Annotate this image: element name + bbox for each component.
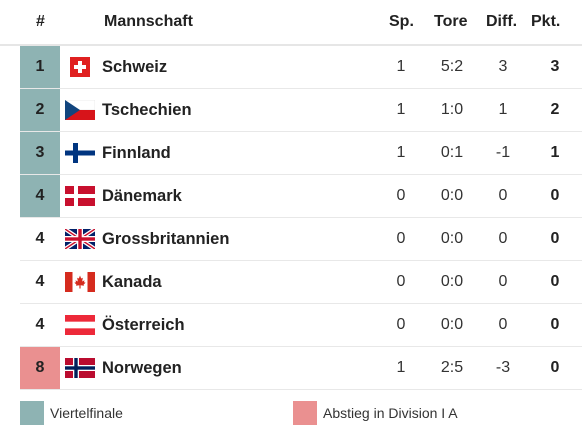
difference-cell: 0 — [498, 230, 508, 247]
goals-cell: 0:0 — [440, 273, 464, 290]
points-cell: 0 — [550, 273, 560, 290]
legend-relegation-label: Abstieg in Division I A — [323, 405, 458, 421]
difference-cell: 0 — [498, 187, 508, 204]
team-name: Grossbritannien — [102, 230, 230, 248]
games-cell: 0 — [396, 187, 406, 204]
games-cell: 0 — [396, 316, 406, 333]
czech-flag-icon — [65, 100, 95, 120]
points-cell: 0 — [550, 187, 560, 204]
games-cell: 1 — [396, 144, 406, 161]
games-cell: 1 — [396, 359, 406, 376]
points-cell: 0 — [550, 230, 560, 247]
games-cell: 0 — [396, 273, 406, 290]
denmark-flag-icon — [65, 186, 95, 206]
team-name: Finnland — [102, 144, 171, 162]
great-britain-flag-icon — [65, 229, 95, 249]
games-cell: 1 — [396, 58, 406, 75]
team-name: Norwegen — [102, 359, 182, 377]
header-team: Mannschaft — [104, 13, 193, 30]
table-row: 4 Dänemark 0 0:0 0 0 — [20, 175, 582, 218]
legend-relegation-swatch — [293, 401, 317, 425]
legend-qualified-label: Viertelfinale — [50, 405, 123, 421]
team-name: Dänemark — [102, 187, 182, 205]
header-games: Sp. — [389, 13, 414, 30]
rank-cell: 1 — [20, 46, 60, 88]
goals-cell: 1:0 — [440, 101, 464, 118]
team-name: Kanada — [102, 273, 162, 291]
rank-cell: 4 — [35, 230, 45, 247]
table-row: 4 Kanada 0 0:0 0 0 — [20, 261, 582, 304]
rank-cell: 3 — [20, 132, 60, 174]
header-points: Pkt. — [531, 13, 561, 30]
difference-cell: 0 — [498, 273, 508, 290]
team-name: Tschechien — [102, 101, 192, 119]
legend: Viertelfinale Abstieg in Division I A — [20, 401, 580, 427]
table-row: 3 Finnland 1 0:1 -1 1 — [20, 132, 582, 175]
austria-flag-icon — [65, 315, 95, 335]
goals-cell: 0:0 — [440, 316, 464, 333]
standings-table: 1 Schweiz 1 5:2 3 3 2 Tschechien 1 1:0 1… — [20, 46, 582, 390]
games-cell: 0 — [396, 230, 406, 247]
goals-cell: 2:5 — [440, 359, 464, 376]
points-cell: 0 — [550, 316, 560, 333]
table-row: 8 Norwegen 1 2:5 -3 0 — [20, 347, 582, 390]
difference-cell: 1 — [498, 101, 508, 118]
difference-cell: -1 — [495, 144, 511, 161]
points-cell: 3 — [550, 58, 560, 75]
finland-flag-icon — [65, 143, 95, 163]
rank-cell: 2 — [20, 89, 60, 131]
points-cell: 1 — [550, 144, 560, 161]
difference-cell: -3 — [495, 359, 511, 376]
difference-cell: 0 — [498, 316, 508, 333]
rank-cell: 4 — [20, 175, 60, 217]
points-cell: 0 — [550, 359, 560, 376]
table-row: 2 Tschechien 1 1:0 1 2 — [20, 89, 582, 132]
goals-cell: 0:0 — [440, 230, 464, 247]
rank-cell: 4 — [35, 273, 45, 290]
table-header: # Mannschaft Sp. Tore Diff. Pkt. — [0, 0, 582, 46]
table-row: 4 Grossbritannien 0 0:0 0 0 — [20, 218, 582, 261]
table-row: 1 Schweiz 1 5:2 3 3 — [20, 46, 582, 89]
table-row: 4 Österreich 0 0:0 0 0 — [20, 304, 582, 347]
goals-cell: 5:2 — [440, 58, 464, 75]
games-cell: 1 — [396, 101, 406, 118]
canada-flag-icon — [65, 272, 95, 292]
norway-flag-icon — [65, 358, 95, 378]
header-goals: Tore — [434, 13, 468, 30]
legend-qualified-swatch — [20, 401, 44, 425]
team-name: Österreich — [102, 316, 185, 334]
goals-cell: 0:1 — [440, 144, 464, 161]
rank-cell: 8 — [20, 347, 60, 389]
difference-cell: 3 — [498, 58, 508, 75]
rank-cell: 4 — [35, 316, 45, 333]
header-difference: Diff. — [486, 13, 518, 30]
points-cell: 2 — [550, 101, 560, 118]
team-name: Schweiz — [102, 58, 168, 76]
switzerland-flag-icon — [65, 57, 95, 77]
header-rank: # — [36, 13, 45, 30]
goals-cell: 0:0 — [440, 187, 464, 204]
